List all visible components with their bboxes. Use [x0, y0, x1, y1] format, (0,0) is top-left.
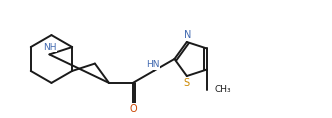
Text: O: O — [129, 103, 137, 114]
Text: HN: HN — [146, 60, 160, 69]
Text: CH₃: CH₃ — [214, 85, 231, 94]
Text: N: N — [184, 30, 192, 40]
Text: NH: NH — [43, 43, 56, 52]
Text: S: S — [184, 78, 190, 88]
